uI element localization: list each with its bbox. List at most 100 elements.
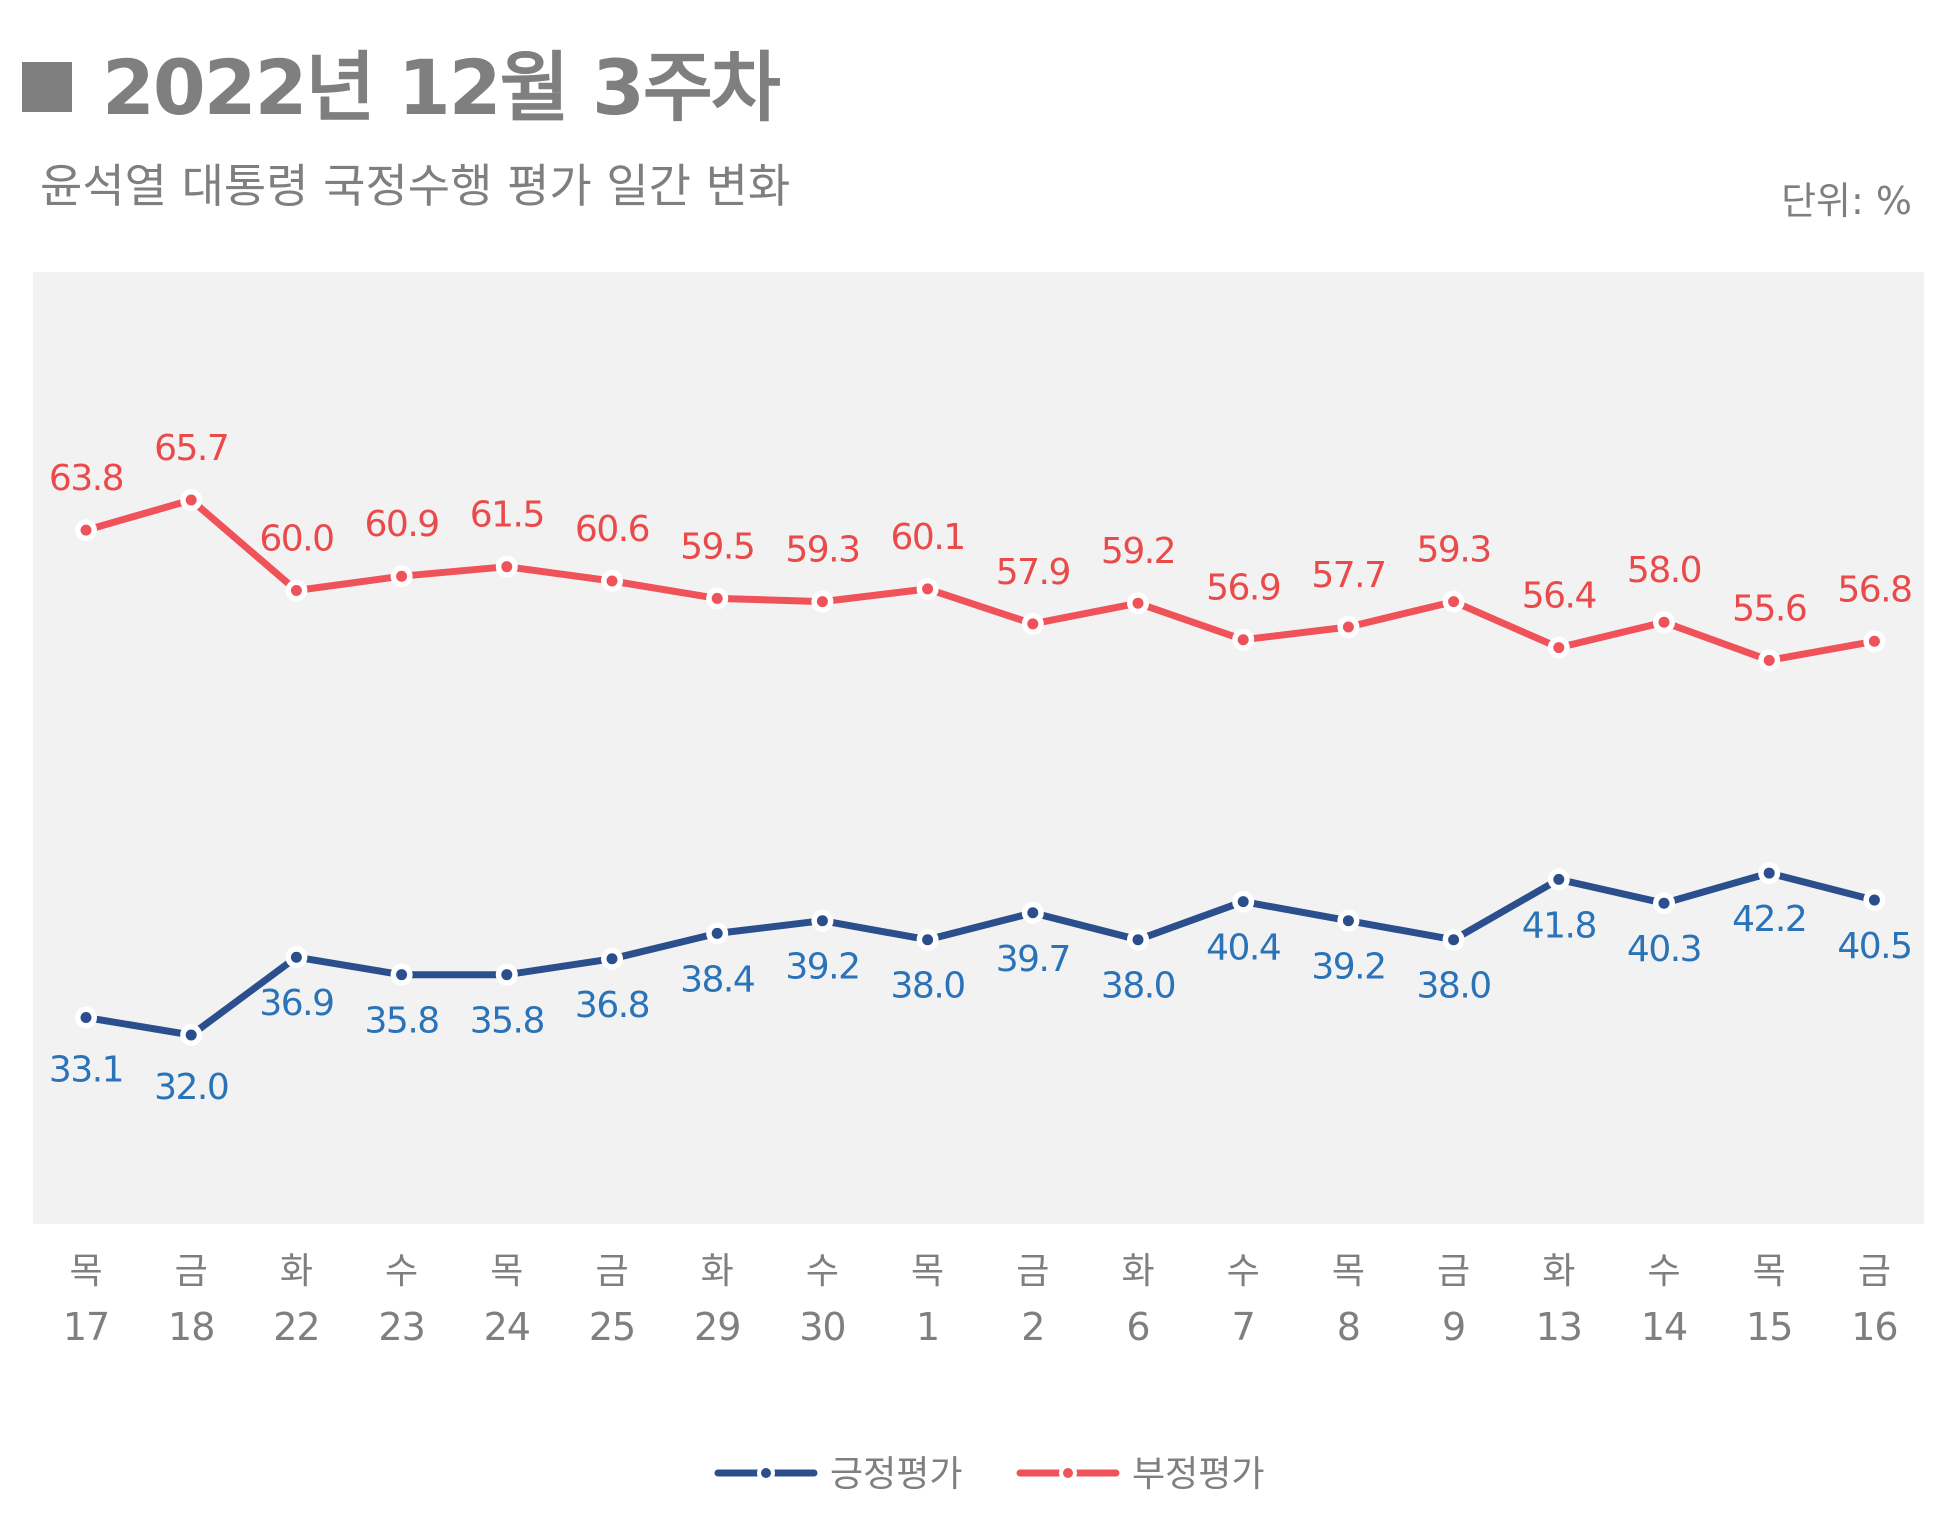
legend-item-negative: 부정평가 [1016, 1454, 1264, 1495]
negative-point [1658, 616, 1670, 628]
positive-point [1658, 897, 1670, 909]
positive-point [1132, 934, 1144, 946]
positive-data-label: 40.3 [1627, 929, 1701, 970]
x-tick-date: 30 [799, 1305, 845, 1349]
x-tick-date: 22 [273, 1305, 319, 1349]
x-tick-date: 25 [589, 1305, 635, 1349]
positive-point [816, 915, 828, 927]
x-tick-weekday: 수 [385, 1251, 418, 1292]
positive-point [185, 1029, 197, 1041]
legend-item-positive: 긍정평가 [714, 1454, 962, 1495]
negative-data-label: 59.3 [785, 530, 859, 571]
positive-point [711, 927, 723, 939]
positive-point [606, 953, 618, 965]
negative-data-label: 63.8 [49, 458, 123, 499]
negative-point [1763, 654, 1775, 666]
x-tick-date: 13 [1536, 1305, 1582, 1349]
negative-data-label: 60.6 [575, 509, 649, 550]
negative-point [1027, 618, 1039, 630]
legend-label-negative: 부정평가 [1132, 1454, 1264, 1495]
positive-point [80, 1012, 92, 1024]
x-tick-date: 23 [378, 1305, 424, 1349]
legend-marker [1063, 1468, 1073, 1478]
positive-data-label: 40.4 [1206, 928, 1280, 969]
negative-data-label: 60.9 [365, 504, 439, 545]
x-tick-date: 15 [1746, 1305, 1792, 1349]
x-tick-date: 14 [1641, 1305, 1687, 1349]
x-tick-weekday: 화 [1542, 1251, 1575, 1292]
x-tick-date: 18 [168, 1305, 214, 1349]
x-tick-weekday: 금 [595, 1251, 628, 1292]
negative-data-label: 60.1 [891, 517, 965, 558]
x-tick-weekday: 목 [1753, 1251, 1786, 1292]
negative-data-label: 59.5 [680, 526, 754, 567]
title-square-icon [22, 62, 72, 112]
negative-point [1237, 634, 1249, 646]
positive-series-line [82, 869, 1878, 1039]
negative-series-line [82, 496, 1878, 664]
positive-data-label: 36.9 [259, 983, 333, 1024]
positive-data-label: 35.8 [470, 1001, 544, 1042]
x-tick-date: 24 [484, 1305, 530, 1349]
chart-subtitle: 윤석열 대통령 국정수행 평가 일간 변화 [40, 159, 791, 213]
positive-point [1027, 907, 1039, 919]
positive-data-label: 36.8 [575, 985, 649, 1026]
x-tick-weekday: 화 [701, 1251, 734, 1292]
negative-data-label: 61.5 [470, 495, 544, 536]
positive-data-label: 42.2 [1732, 899, 1806, 940]
positive-data-label: 39.2 [1311, 947, 1385, 988]
negative-data-label: 57.9 [996, 552, 1070, 593]
negative-data-label: 58.0 [1627, 550, 1701, 591]
negative-point [816, 596, 828, 608]
negative-data-label: 56.8 [1837, 569, 1911, 610]
plot-area [33, 272, 1924, 1224]
x-tick-date: 6 [1126, 1305, 1149, 1349]
positive-data-label: 39.2 [785, 947, 859, 988]
negative-point [501, 561, 513, 573]
x-tick-date: 8 [1337, 1305, 1360, 1349]
x-tick-date: 7 [1232, 1305, 1255, 1349]
x-tick-weekday: 목 [1332, 1251, 1365, 1292]
negative-point [922, 583, 934, 595]
positive-data-label: 40.5 [1837, 926, 1911, 967]
negative-data-label: 59.2 [1101, 531, 1175, 572]
x-tick-date: 9 [1442, 1305, 1465, 1349]
negative-point [290, 584, 302, 596]
positive-data-label: 41.8 [1522, 905, 1596, 946]
negative-point [711, 592, 723, 604]
x-tick-weekday: 목 [911, 1251, 944, 1292]
negative-point [1868, 635, 1880, 647]
negative-data-label: 56.9 [1206, 568, 1280, 609]
positive-point [1553, 873, 1565, 885]
negative-point [606, 575, 618, 587]
negative-data-label: 55.6 [1732, 588, 1806, 629]
negative-data-label: 65.7 [154, 428, 228, 469]
x-tick-weekday: 목 [69, 1251, 102, 1292]
negative-data-label: 57.7 [1311, 555, 1385, 596]
legend-marker [761, 1468, 771, 1478]
x-tick-date: 16 [1851, 1305, 1897, 1349]
x-tick-weekday: 금 [1437, 1251, 1470, 1292]
positive-data-label: 38.0 [1101, 966, 1175, 1007]
x-tick-weekday: 목 [490, 1251, 523, 1292]
negative-data-label: 59.3 [1417, 530, 1491, 571]
x-tick-date: 2 [1021, 1305, 1044, 1349]
positive-data-label: 39.7 [996, 939, 1070, 980]
x-tick-weekday: 화 [280, 1251, 313, 1292]
positive-point [396, 969, 408, 981]
negative-point [185, 494, 197, 506]
positive-data-label: 38.0 [1417, 966, 1491, 1007]
positive-data-label: 38.0 [891, 966, 965, 1007]
positive-point [1342, 915, 1354, 927]
positive-point [1868, 894, 1880, 906]
x-tick-weekday: 수 [1647, 1251, 1680, 1292]
negative-point [1342, 621, 1354, 633]
title-text: 2022년 12월 3주차 [102, 43, 781, 132]
positive-point [290, 951, 302, 963]
page-title: 2022년 12월 3주차 [22, 26, 781, 136]
x-tick-date: 29 [694, 1305, 740, 1349]
x-tick-weekday: 금 [1016, 1251, 1049, 1292]
legend: 긍정평가 부정평가 [714, 1454, 1264, 1495]
x-tick-weekday: 수 [1227, 1251, 1260, 1292]
positive-data-label: 33.1 [49, 1050, 123, 1091]
